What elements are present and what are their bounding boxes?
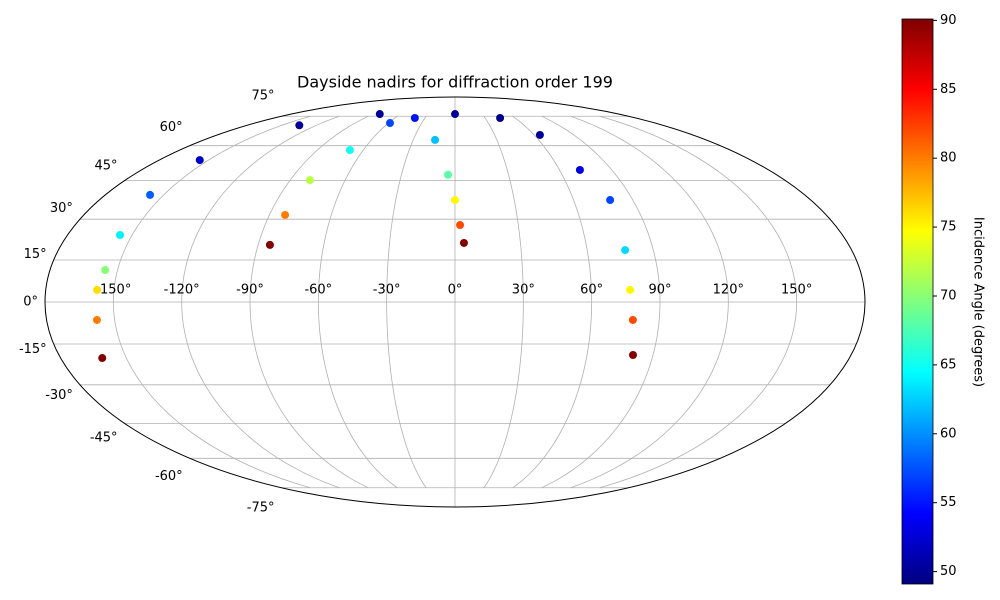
colorbar bbox=[901, 18, 934, 585]
point bbox=[451, 110, 459, 119]
point bbox=[345, 146, 354, 155]
y-tick-label: 45° bbox=[95, 158, 118, 173]
point bbox=[410, 113, 419, 122]
colorbar-tick-label: 85 bbox=[940, 82, 957, 97]
point bbox=[628, 315, 637, 324]
point bbox=[626, 285, 635, 294]
point bbox=[281, 210, 290, 219]
grid-line bbox=[386, 116, 427, 488]
x-tick-label: 120° bbox=[713, 283, 744, 298]
point bbox=[146, 190, 155, 199]
colorbar-tick-label: 75 bbox=[940, 220, 957, 235]
y-tick-label: 75° bbox=[251, 88, 274, 103]
y-tick-label: -45° bbox=[90, 431, 118, 446]
x-tick-label: -90° bbox=[236, 283, 264, 298]
colorbar-tick-label: 55 bbox=[940, 495, 957, 510]
grid-line bbox=[112, 115, 311, 489]
y-tick-label: -60° bbox=[155, 469, 183, 484]
point bbox=[431, 135, 440, 144]
grid-line bbox=[570, 115, 729, 489]
x-tick-label: -60° bbox=[304, 283, 332, 298]
point bbox=[575, 165, 584, 174]
grid-line bbox=[249, 115, 369, 489]
point bbox=[93, 285, 102, 294]
point bbox=[98, 354, 107, 363]
point bbox=[606, 196, 615, 205]
grid-line bbox=[599, 115, 798, 489]
colorbar-tick-label: 70 bbox=[940, 288, 957, 303]
x-tick-label: 30° bbox=[512, 283, 535, 298]
point bbox=[621, 246, 630, 255]
y-tick-label: -15° bbox=[19, 342, 47, 357]
colorbar-tick-label: 65 bbox=[940, 357, 957, 372]
y-tick-label: 30° bbox=[50, 201, 73, 216]
point bbox=[385, 119, 394, 128]
chart-title: Dayside nadirs for diffraction order 199 bbox=[297, 73, 613, 92]
point bbox=[496, 113, 505, 122]
colorbar-tick-label: 80 bbox=[940, 151, 957, 166]
y-tick-label: 15° bbox=[24, 247, 47, 262]
x-tick-label: 60° bbox=[580, 283, 603, 298]
point bbox=[456, 221, 465, 230]
point bbox=[535, 130, 544, 139]
grid-line bbox=[181, 115, 340, 489]
colorbar-label: Incidence Angle (degrees) bbox=[971, 217, 986, 387]
x-tick-label: -150° bbox=[95, 283, 131, 298]
x-tick-label: 150° bbox=[781, 283, 812, 298]
colorbar-tick-label: 50 bbox=[940, 564, 957, 579]
point bbox=[195, 156, 204, 165]
point bbox=[116, 231, 125, 240]
grid-line bbox=[483, 116, 524, 488]
x-tick-label: -120° bbox=[164, 283, 200, 298]
point bbox=[375, 110, 384, 119]
point bbox=[265, 240, 274, 249]
y-tick-label: -30° bbox=[45, 388, 73, 403]
grid-line bbox=[512, 115, 593, 489]
map-outline bbox=[44, 96, 866, 508]
y-tick-label: 60° bbox=[160, 120, 183, 135]
point bbox=[305, 176, 314, 185]
grid-line bbox=[317, 115, 398, 489]
x-tick-label: 0° bbox=[448, 283, 463, 298]
x-tick-label: 90° bbox=[648, 283, 671, 298]
point bbox=[459, 238, 468, 247]
y-tick-label: 0° bbox=[23, 295, 38, 310]
point bbox=[101, 266, 110, 275]
point bbox=[629, 351, 638, 360]
point bbox=[92, 315, 101, 324]
x-tick-label: -30° bbox=[373, 283, 401, 298]
point bbox=[444, 170, 453, 179]
colorbar-tick-label: 60 bbox=[940, 426, 957, 441]
point bbox=[295, 121, 304, 130]
colorbar-tick-label: 90 bbox=[940, 13, 957, 28]
y-tick-label: -75° bbox=[247, 501, 275, 516]
point bbox=[451, 196, 459, 205]
grid-line bbox=[541, 115, 661, 489]
